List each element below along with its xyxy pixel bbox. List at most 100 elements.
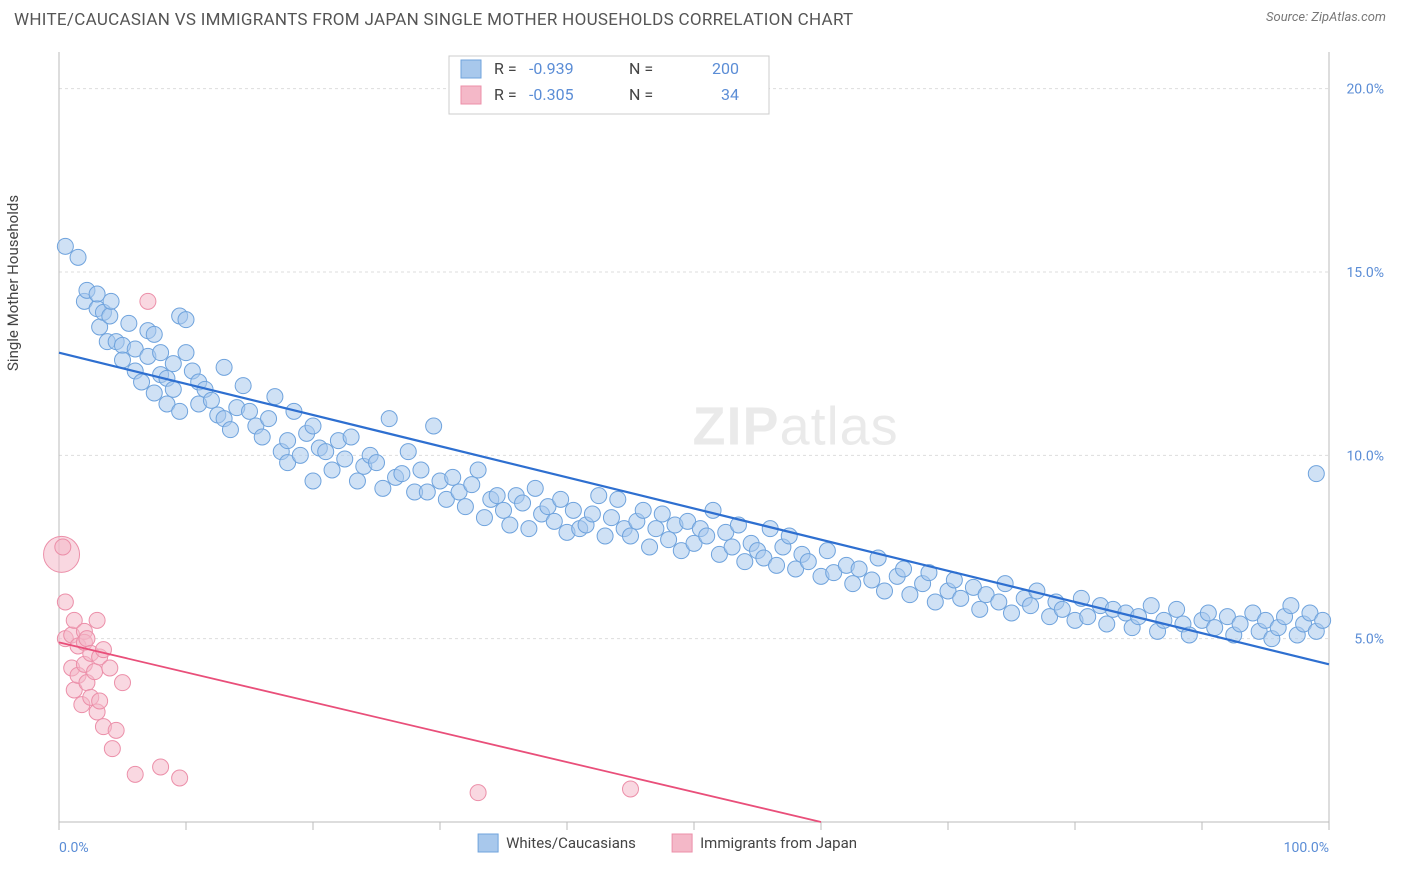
data-point [1315, 612, 1331, 628]
data-point [140, 293, 156, 309]
legend-swatch [672, 834, 692, 852]
data-point [400, 444, 416, 460]
data-point [603, 510, 619, 526]
legend-swatch [461, 60, 481, 78]
r-value: -0.939 [529, 59, 574, 78]
data-point [1054, 601, 1070, 617]
data-point [426, 418, 442, 434]
header: WHITE/CAUCASIAN VS IMMIGRANTS FROM JAPAN… [0, 0, 1406, 30]
data-point [635, 502, 651, 518]
data-point [222, 422, 238, 438]
data-point [92, 693, 108, 709]
data-point [203, 392, 219, 408]
data-point [235, 378, 251, 394]
data-point [134, 374, 150, 390]
data-point [610, 491, 626, 507]
data-point [55, 539, 71, 555]
data-point [267, 389, 283, 405]
data-point [1207, 620, 1223, 636]
data-point [337, 451, 353, 467]
data-point [1308, 466, 1324, 482]
data-point [464, 477, 480, 493]
data-point [553, 491, 569, 507]
data-point [324, 462, 340, 478]
data-point [527, 480, 543, 496]
data-point [1143, 598, 1159, 614]
data-point [515, 495, 531, 511]
data-point [1023, 598, 1039, 614]
data-point [972, 601, 988, 617]
legend-swatch [461, 86, 481, 104]
source-attribution: Source: ZipAtlas.com [1266, 10, 1386, 25]
data-point [146, 326, 162, 342]
data-point [769, 557, 785, 573]
data-point [591, 488, 607, 504]
data-point [1200, 605, 1216, 621]
data-point [419, 484, 435, 500]
data-point [953, 590, 969, 606]
data-point [121, 315, 137, 331]
data-point [623, 528, 639, 544]
data-point [89, 612, 105, 628]
data-point [896, 561, 912, 577]
data-point [470, 785, 486, 801]
data-point [521, 521, 537, 537]
data-point [413, 462, 429, 478]
legend-label: Whites/Caucasians [506, 834, 636, 852]
data-point [178, 312, 194, 328]
data-point [819, 543, 835, 559]
data-point [800, 554, 816, 570]
y-tick-label: 20.0% [1346, 82, 1384, 98]
data-point [254, 429, 270, 445]
data-point [165, 381, 181, 397]
data-point [445, 469, 461, 485]
data-point [457, 499, 473, 515]
legend-label: Immigrants from Japan [700, 834, 857, 852]
data-point [89, 286, 105, 302]
data-point [705, 502, 721, 518]
n-label: N = [629, 59, 653, 78]
data-point [79, 631, 95, 647]
data-point [153, 759, 169, 775]
data-point [369, 455, 385, 471]
data-point [489, 488, 505, 504]
data-point [699, 528, 715, 544]
data-point [1232, 616, 1248, 632]
data-point [172, 403, 188, 419]
data-point [343, 429, 359, 445]
data-point [280, 433, 296, 449]
data-point [216, 359, 232, 375]
data-point [57, 594, 73, 610]
watermark: ZIPatlas [693, 396, 899, 456]
data-point [565, 502, 581, 518]
data-point [127, 766, 143, 782]
data-point [318, 444, 334, 460]
y-axis-label: Single Mother Households [4, 195, 22, 371]
chart-container: Single Mother Households 0.0%100.0%5.0%1… [14, 40, 1392, 878]
data-point [104, 741, 120, 757]
y-tick-label: 15.0% [1346, 265, 1384, 281]
data-point [394, 466, 410, 482]
data-point [864, 572, 880, 588]
r-label: R = [494, 59, 517, 78]
n-value: 200 [712, 59, 739, 78]
data-point [1169, 601, 1185, 617]
data-point [146, 385, 162, 401]
data-point [115, 675, 131, 691]
data-point [70, 249, 86, 265]
data-point [584, 506, 600, 522]
data-point [502, 517, 518, 533]
data-point [476, 510, 492, 526]
data-point [87, 664, 103, 680]
data-point [654, 506, 670, 522]
data-point [724, 539, 740, 555]
data-point [546, 513, 562, 529]
data-point [102, 308, 118, 324]
n-label: N = [629, 85, 653, 104]
data-point [375, 480, 391, 496]
data-point [305, 418, 321, 434]
x-tick-label: 100.0% [1284, 840, 1329, 856]
data-point [108, 722, 124, 738]
data-point [470, 462, 486, 478]
data-point [1283, 598, 1299, 614]
